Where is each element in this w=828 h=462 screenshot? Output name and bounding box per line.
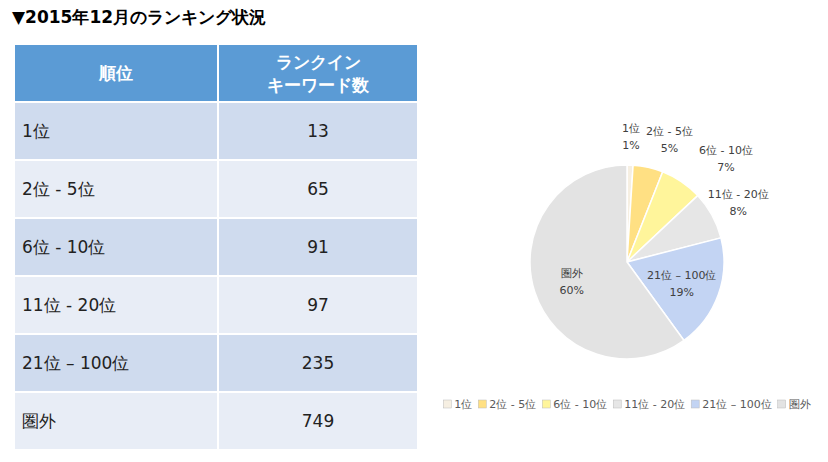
legend-swatch	[691, 400, 699, 408]
header-text: 順位	[98, 63, 133, 83]
legend-item: 11位 - 20位	[613, 398, 685, 411]
table-cell	[14, 160, 218, 218]
data-label-category: 21位 – 100位	[647, 269, 717, 282]
table-cell	[14, 276, 218, 334]
legend-text: 11位 - 20位	[624, 398, 685, 411]
table-cell	[218, 160, 418, 218]
header-text: ランクイン	[276, 52, 361, 72]
title: ▼2015年12月のランキング状況	[12, 7, 266, 27]
data-label: 6位 - 10位 7%	[699, 144, 753, 174]
data-label: 圏外 60%	[559, 267, 583, 297]
table: 順位 ランクインキーワード数 1位 13 2位 - 5位 65 6位 - 10位 91 11位 …	[14, 44, 418, 450]
legend-swatch	[478, 400, 486, 408]
legend-item: 2位 - 5位	[478, 398, 536, 411]
cell-text: 6位 - 10位	[22, 237, 105, 257]
legend-text: 6位 - 10位	[553, 398, 607, 411]
page: ▼2015年12月のランキング状況順位 ランクインキーワード数 1位 13 2位 - 5…	[0, 0, 828, 462]
data-labels: 1位1%2位 - 5位5%6位 - 10位7%11位 - 20位8%21位 – …	[559, 122, 768, 299]
header-cell	[218, 44, 418, 102]
cell-text: 97	[307, 295, 329, 315]
legend-item: 1位	[443, 398, 472, 411]
table-cell	[218, 392, 418, 450]
legend-item: 6位 - 10位	[542, 398, 607, 411]
table-cell	[218, 102, 418, 160]
cell-text: 749	[302, 411, 334, 431]
data-label-value: 5%	[661, 142, 678, 155]
pie	[530, 165, 724, 359]
data-label: 11位 - 20位 8%	[708, 188, 769, 218]
data-label-value: 8%	[730, 205, 747, 218]
data-label-category: 1位	[622, 122, 640, 135]
legend-swatch	[613, 400, 621, 408]
data-label: 2位 - 5位 5%	[646, 125, 693, 155]
data-label-value: 19%	[670, 286, 694, 299]
cell-text: 235	[302, 353, 334, 373]
cell-text: 2位 - 5位	[22, 179, 95, 199]
legend-text: 21位 – 100位	[702, 398, 772, 411]
cell-text: 21位 – 100位	[22, 353, 129, 373]
table-cell	[218, 334, 418, 392]
data-label-value: 7%	[717, 161, 734, 174]
data-label-category: 6位 - 10位	[699, 144, 753, 157]
data-label-category: 圏外	[561, 267, 583, 280]
pie-slice	[530, 165, 684, 359]
data-label: 21位 – 100位 19%	[647, 269, 717, 299]
table-cell	[14, 334, 218, 392]
cell-text: 91	[307, 237, 329, 257]
legend-swatch	[443, 400, 451, 408]
legend: 1位 2位 - 5位 6位 - 10位 11位 - 20位 21位 – 100位 圏外	[443, 398, 810, 411]
header-text: キーワード数	[267, 75, 370, 95]
table-cell	[14, 218, 218, 276]
table-cell	[14, 392, 218, 450]
legend-swatch	[778, 400, 786, 408]
data-label-category: 2位 - 5位	[646, 125, 693, 138]
table-cell	[14, 102, 218, 160]
data-label: 1位1%	[622, 122, 640, 152]
legend-item: 圏外	[778, 398, 811, 411]
cell-text: 11位 - 20位	[22, 295, 116, 315]
legend-swatch	[542, 400, 550, 408]
data-label-value: 60%	[559, 284, 583, 297]
data-label-category: 11位 - 20位	[708, 188, 769, 201]
table-cell	[218, 218, 418, 276]
header-cell	[14, 44, 218, 102]
legend-text: 2位 - 5位	[489, 398, 536, 411]
legend-text: 圏外	[789, 398, 811, 411]
data-label-value: 1%	[622, 139, 639, 152]
legend-item: 21位 – 100位	[691, 398, 772, 411]
legend-text: 1位	[454, 398, 472, 411]
cell-text: 1位	[22, 121, 50, 141]
cell-text: 65	[307, 179, 329, 199]
cell-text: 圏外	[22, 411, 56, 431]
table-cell	[218, 276, 418, 334]
cell-text: 13	[307, 121, 329, 141]
